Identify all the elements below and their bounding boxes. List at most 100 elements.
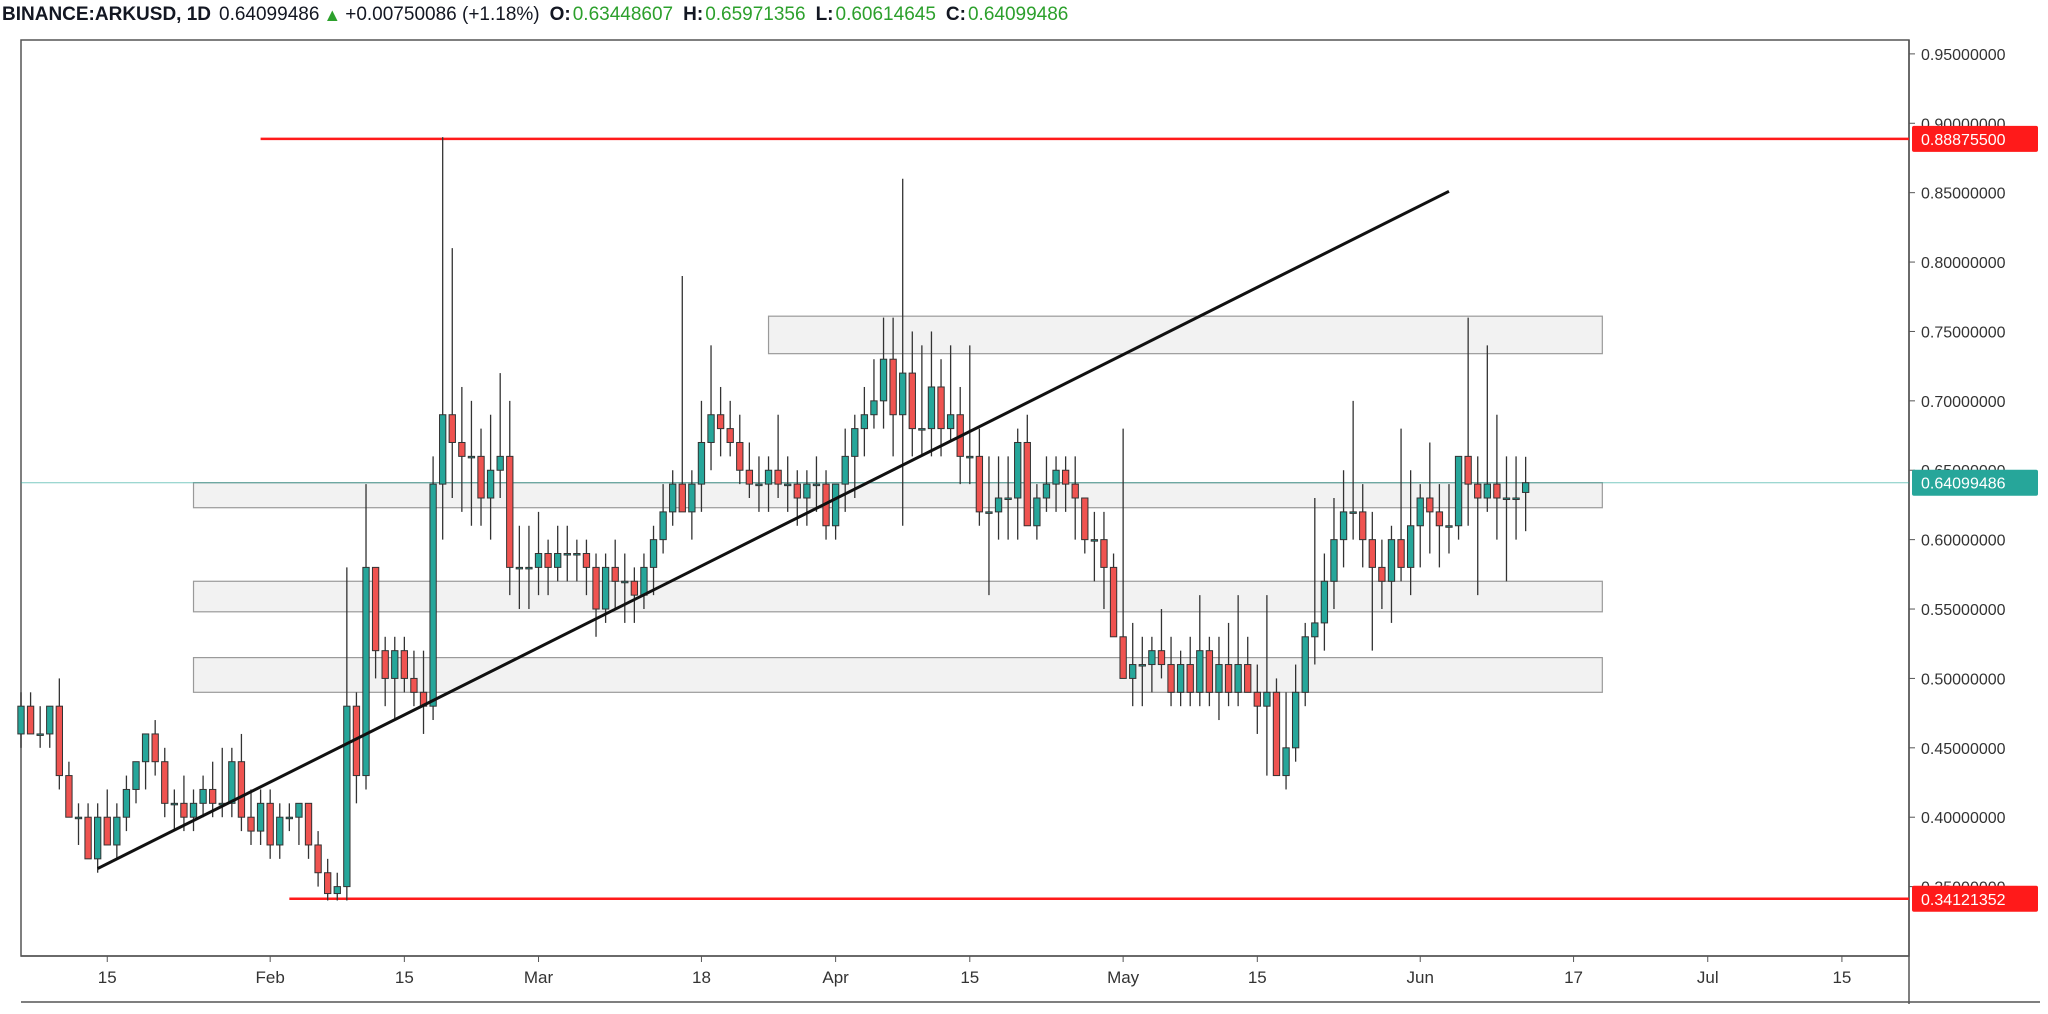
- candle-body: [1483, 483, 1491, 499]
- candle-body: [649, 539, 658, 568]
- candle-body: [1129, 664, 1137, 679]
- candle-body: [1512, 497, 1520, 500]
- candle-body: [276, 816, 284, 846]
- candle-body: [1148, 650, 1156, 666]
- candle-body: [554, 553, 562, 568]
- candle-body: [1014, 441, 1022, 499]
- price-tick-label: 0.75000000: [1921, 324, 2006, 341]
- candle-body: [1061, 469, 1070, 485]
- candle-body: [209, 788, 217, 804]
- candle-body: [985, 511, 993, 514]
- candle-body: [592, 566, 600, 610]
- symbol-name[interactable]: BINANCE:ARKUSD, 1D: [2, 4, 212, 25]
- candle-body: [228, 761, 236, 804]
- candle-body: [534, 553, 543, 568]
- last-price-value: 0.64099486: [219, 4, 320, 25]
- candle-body: [899, 372, 907, 416]
- candle-body: [1272, 691, 1281, 777]
- candle-body: [1368, 539, 1376, 568]
- price-change: +0.00750086 (+1.18%): [345, 4, 540, 25]
- candle-body: [486, 469, 495, 499]
- candle-body: [918, 428, 926, 431]
- candle-body: [371, 566, 380, 652]
- support-resistance-zone: [192, 580, 1603, 613]
- candle-body: [1435, 511, 1444, 527]
- candle-body: [1119, 636, 1127, 679]
- candle-body: [525, 566, 533, 570]
- open-label: O:: [549, 4, 571, 25]
- candle-body: [764, 469, 773, 485]
- price-tick-label: 0.50000000: [1921, 671, 2006, 688]
- price-tick-label: 0.85000000: [1921, 186, 2006, 203]
- close-value: 0.64099486: [967, 4, 1069, 25]
- candle-body: [889, 358, 897, 416]
- candle-body: [1224, 664, 1233, 693]
- candle-body: [1445, 525, 1453, 528]
- candle-body: [1493, 483, 1501, 499]
- candle-body: [26, 705, 35, 735]
- candle-body: [707, 414, 715, 443]
- candle-body: [812, 483, 821, 487]
- time-tick-label: 15: [98, 968, 117, 987]
- candle-body: [927, 386, 936, 430]
- candle-body: [563, 553, 571, 556]
- candle-body: [678, 483, 686, 513]
- candle-body: [113, 816, 121, 846]
- candle-body: [46, 705, 54, 735]
- time-tick-label: 17: [1564, 968, 1583, 987]
- candle-body: [1157, 650, 1166, 666]
- levels-layer: [21, 137, 1909, 901]
- candle-body: [870, 400, 878, 416]
- candle-body: [448, 414, 456, 443]
- candle-body: [831, 483, 840, 527]
- candle-body: [1263, 691, 1271, 707]
- candle-body: [1071, 483, 1079, 499]
- level-price-badge-text: 0.34121352: [1921, 892, 2006, 909]
- candle-body: [1052, 469, 1060, 485]
- candle-body: [669, 483, 677, 513]
- candle-body: [1330, 539, 1338, 582]
- candle-body: [1100, 539, 1108, 568]
- candle-body: [65, 775, 73, 818]
- candle-body: [151, 733, 159, 763]
- level-price-badge-bg: [1912, 885, 2038, 912]
- candle-body: [1502, 497, 1511, 500]
- candle-body: [994, 497, 1003, 513]
- trendline-layer: [96, 189, 1450, 870]
- candle-body: [1349, 511, 1357, 514]
- candle-body: [1454, 455, 1463, 527]
- time-axis[interactable]: 15 Feb 15 Mar 18 Apr 15 May 15 Jun 17 Jul 15: [98, 956, 1852, 987]
- open-value: 0.63448607: [572, 4, 674, 25]
- candle-body: [324, 872, 332, 895]
- candle-body: [1378, 566, 1386, 582]
- candle-body: [1109, 566, 1118, 638]
- candle-body: [132, 761, 140, 790]
- candle-body: [410, 677, 418, 693]
- candle-body: [745, 469, 754, 485]
- zones-layer: [192, 315, 1603, 693]
- candle-body: [1167, 664, 1175, 693]
- candle-body: [256, 802, 265, 832]
- candle-body: [189, 802, 198, 818]
- candle-body: [860, 414, 869, 430]
- level-price-badge-bg: [1912, 125, 2038, 152]
- candle-body: [381, 650, 389, 679]
- candle-body: [946, 414, 955, 430]
- candle-body: [17, 705, 25, 735]
- candle-body: [1320, 580, 1329, 624]
- price-tick-label: 0.40000000: [1921, 810, 2006, 827]
- time-tick-label: 15: [960, 968, 979, 987]
- up-arrow-icon: ▲: [323, 4, 342, 25]
- candle-body: [74, 816, 83, 820]
- candle-body: [1253, 691, 1261, 707]
- candle-body: [333, 886, 341, 895]
- time-tick-label: Mar: [524, 968, 554, 987]
- trendline: [96, 189, 1450, 870]
- candle-body: [1301, 636, 1309, 693]
- candle-body: [1474, 483, 1482, 499]
- candle-body: [515, 566, 524, 570]
- time-tick-label: Feb: [256, 968, 285, 987]
- candle-body: [582, 553, 591, 568]
- candle-body: [84, 816, 92, 860]
